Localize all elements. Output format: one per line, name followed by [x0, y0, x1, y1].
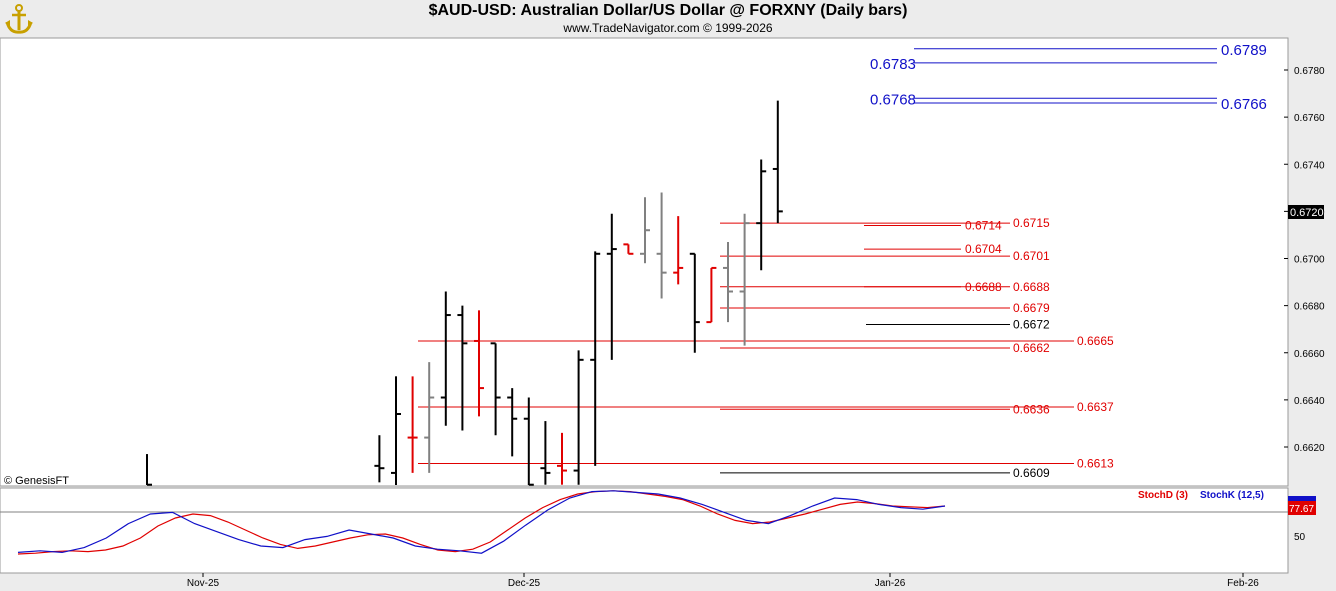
- price-bar: [374, 435, 385, 483]
- price-bar: [623, 243, 634, 255]
- chart-title: $AUD-USD: Australian Dollar/US Dollar @ …: [428, 2, 908, 19]
- price-level-label-14: 0.6637: [1077, 400, 1114, 414]
- price-levels: 0.6789 0.6783 0.6768 0.6766 0.6715 0.6714 0.67…: [418, 42, 1267, 480]
- price-level-label-17: 0.6609: [1013, 466, 1050, 480]
- price-bar: [490, 342, 501, 436]
- stoch-value-tag: [1288, 501, 1316, 515]
- price-bar: [590, 251, 601, 466]
- price-bar: [656, 192, 667, 299]
- price-level-label-10: 0.6679: [1013, 301, 1050, 315]
- anchor-logo-icon: [4, 3, 34, 35]
- chart-header: $AUD-USD: Australian Dollar/US Dollar @ …: [0, 0, 1336, 38]
- time-axis: Nov-25 Dec-25 Jan-26 Feb-26: [187, 573, 1259, 589]
- price-bar: [507, 388, 518, 457]
- price-level-label-4: 0.6715: [1013, 216, 1050, 230]
- price-bar: [146, 454, 152, 486]
- price-level-label-5: 0.6714: [965, 219, 1002, 233]
- price-level-label-2: 0.6768: [870, 91, 916, 108]
- price-bar: [573, 350, 584, 485]
- price-level-label-7: 0.6701: [1013, 249, 1050, 263]
- y-tick-label-1: 0.6640: [1294, 396, 1325, 407]
- y-tick-label-2: 0.6660: [1294, 349, 1325, 360]
- price-bar: [457, 305, 468, 431]
- price-level-label-1: 0.6783: [870, 56, 916, 73]
- stoch-value-label: 77.67: [1289, 504, 1314, 515]
- watermark: © GenesisFT: [4, 475, 69, 487]
- stoch-k-legend: StochK (12,5): [1200, 490, 1264, 501]
- y-tick-label-7: 0.6760: [1294, 113, 1325, 124]
- last-price-label: 0.6720: [1290, 207, 1324, 219]
- price-bar: [706, 266, 717, 324]
- price-bar: [689, 252, 700, 353]
- price-bar: [407, 376, 418, 473]
- y-tick-label-4: 0.6700: [1294, 255, 1325, 266]
- price-bar: [440, 291, 451, 426]
- price-bar: [391, 376, 401, 485]
- price-level-label-11: 0.6672: [1013, 317, 1050, 331]
- x-tick-label-0: Nov-25: [187, 578, 220, 589]
- y-tick-label-3: 0.6680: [1294, 302, 1325, 313]
- price-bar: [557, 432, 567, 485]
- price-bar: [540, 421, 551, 485]
- price-bar: [756, 159, 767, 271]
- y-tick-label-8: 0.6780: [1294, 66, 1325, 77]
- price-level-label-9: 0.6688: [1013, 280, 1050, 294]
- stochastic-pane: [0, 487, 1289, 574]
- price-level-label-13: 0.6662: [1013, 341, 1050, 355]
- price-bar: [772, 100, 783, 224]
- price-level-label-12: 0.6665: [1077, 334, 1114, 348]
- price-bar: [673, 216, 684, 285]
- price-level-label-3: 0.6766: [1221, 96, 1267, 113]
- stoch-tick-50: 50: [1294, 532, 1306, 543]
- price-level-label-15: 0.6636: [1013, 402, 1050, 416]
- x-tick-label-2: Jan-26: [875, 578, 906, 589]
- price-bar: [606, 213, 617, 360]
- price-bar: [723, 242, 733, 323]
- stoch-line-k: [17, 490, 946, 554]
- chart-subtitle: www.TradeNavigator.com © 1999-2026: [563, 21, 773, 35]
- price-level-label-16: 0.6613: [1077, 456, 1114, 470]
- y-tick-label-0: 0.6620: [1294, 443, 1325, 454]
- price-bars: [146, 100, 783, 486]
- price-level-label-0: 0.6789: [1221, 42, 1267, 59]
- price-level-label-6: 0.6704: [965, 242, 1002, 256]
- price-bar: [474, 310, 484, 417]
- price-bar: [424, 362, 435, 473]
- last-price-tag: [1288, 205, 1324, 219]
- price-bar: [640, 197, 650, 264]
- y-tick-label-6: 0.6740: [1294, 160, 1325, 171]
- price-bar: [523, 397, 534, 486]
- x-tick-label-3: Feb-26: [1227, 578, 1259, 589]
- price-bar: [739, 213, 750, 346]
- stoch-line-d: [17, 490, 946, 555]
- stoch-d-legend: StochD (3): [1138, 490, 1188, 501]
- stochastic-lines: [17, 490, 946, 555]
- price-axis: 0.6620 0.6640 0.6660 0.6680 0.6700 0.6720 0.67…: [1284, 66, 1325, 454]
- x-tick-label-1: Dec-25: [508, 578, 541, 589]
- stoch-blue-tag: [1288, 496, 1316, 501]
